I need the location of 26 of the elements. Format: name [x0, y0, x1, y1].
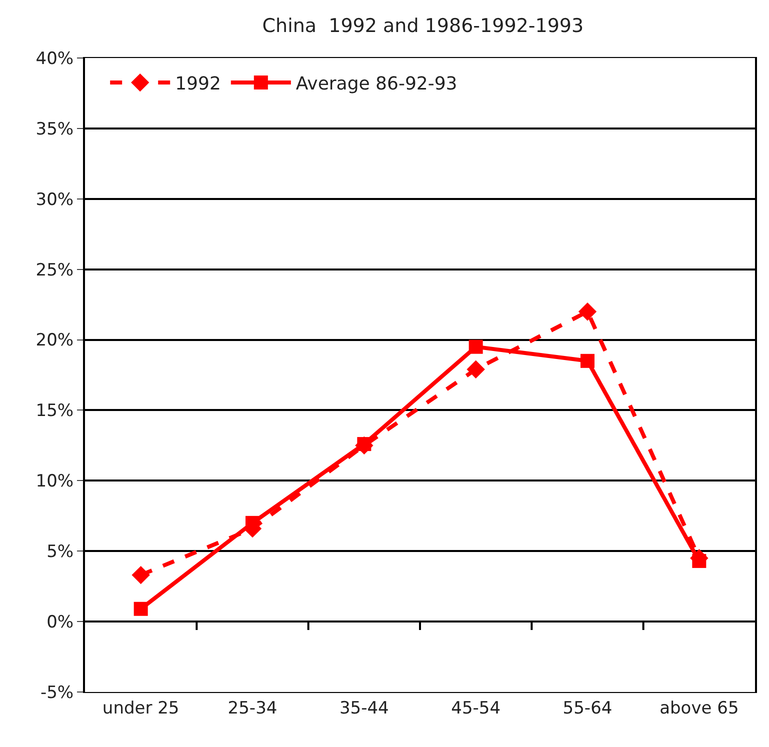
- y-tick-label: 25%: [36, 260, 74, 280]
- y-tick-label: 10%: [36, 472, 74, 492]
- x-tick-label: 35-44: [339, 698, 389, 718]
- point: [132, 566, 150, 584]
- x-tick-label: 25-34: [228, 698, 278, 718]
- x-tick-label: 55-64: [562, 698, 612, 718]
- point: [580, 354, 594, 368]
- y-tick-label: 20%: [36, 330, 74, 351]
- point: [134, 602, 148, 616]
- y-tick-label: 40%: [36, 48, 74, 69]
- x-tick-label: above 65: [660, 698, 739, 718]
- x-tick-label: under 25: [102, 698, 180, 718]
- y-tick-label: 0%: [46, 612, 74, 633]
- point: [578, 302, 597, 321]
- point: [466, 360, 485, 378]
- legend-label: 1992: [175, 74, 221, 95]
- y-tick-label: 15%: [36, 401, 74, 422]
- y-tick-label: -5%: [40, 682, 74, 703]
- y-tick-label: 35%: [36, 119, 74, 140]
- point: [468, 340, 483, 354]
- y-tick-label: 5%: [46, 542, 74, 562]
- chart-title: China 1992 and 1986-1992-1993: [262, 14, 584, 37]
- point: [692, 554, 706, 568]
- y-tick-label: 30%: [36, 190, 74, 210]
- x-tick-label: 45-54: [451, 698, 501, 718]
- legend-label: Average 86-92-93: [296, 74, 458, 95]
